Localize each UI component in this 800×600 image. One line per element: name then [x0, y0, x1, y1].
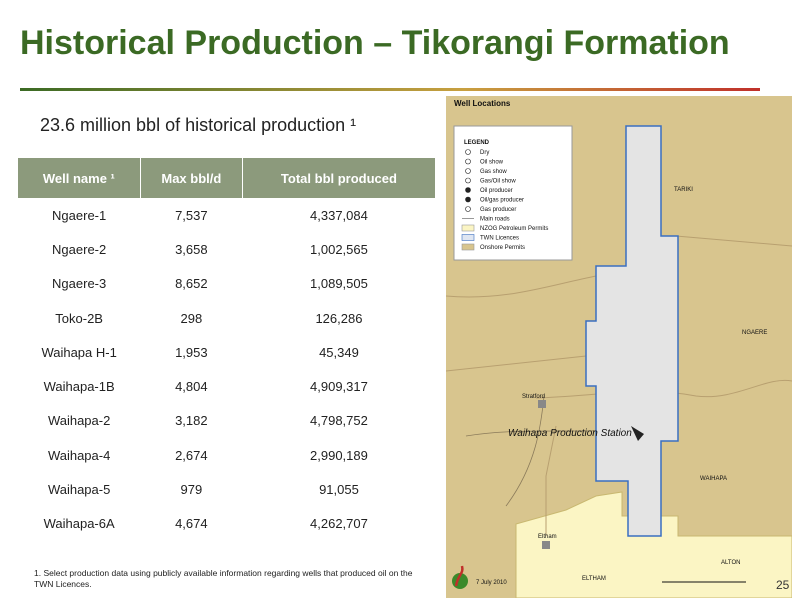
map-title: Well Locations	[454, 99, 511, 108]
legend-label: Dry	[480, 150, 489, 156]
production-table: Well name ¹ Max bbl/d Total bbl produced N…	[18, 158, 437, 541]
table-cell: Waihapa-1B	[43, 379, 115, 395]
map-date: 7 July 2010	[476, 580, 507, 586]
table-cell: 4,262,707	[310, 516, 368, 532]
table-cell: 1,002,565	[310, 241, 368, 257]
legend: Dry Oil show Gas show Gas/Oil show Oil produ…	[461, 149, 548, 251]
header-row: Well name ¹ Max bbl/d Total bbl produced	[18, 158, 437, 198]
legend-label: TWN Licences	[480, 236, 519, 242]
table-cell: Waihapa-2	[47, 413, 111, 429]
area-label: NGAERE	[742, 330, 767, 336]
table-cell: 3,658	[175, 241, 208, 257]
area-label: ELTHAM	[582, 576, 606, 582]
area-label: TARIKI	[674, 187, 693, 193]
legend-label: Oil/gas producer	[480, 198, 524, 204]
column-header: Total bbl produced	[242, 158, 437, 198]
table-row: Waihapa-5 979 91,055	[18, 472, 436, 506]
table-cell: 298	[180, 310, 203, 326]
subtitle: 23.6 million bbl of historical productio…	[40, 115, 357, 135]
legend-symbol	[465, 177, 471, 184]
table-cell: Toko-2B	[55, 310, 103, 326]
table-cell: 3,182	[175, 413, 208, 429]
roads	[446, 235, 792, 536]
twn-licence	[585, 125, 679, 537]
table-row: Waihapa-4 2,674 2,990,189	[18, 438, 436, 472]
legend-label: Gas producer	[480, 207, 516, 213]
legend-label: Gas show	[480, 169, 507, 175]
title-rule	[20, 88, 760, 91]
legend-symbol	[465, 158, 471, 165]
legend-symbol	[461, 224, 475, 232]
table-cell: Ngaere-2	[52, 241, 107, 257]
table-cell: 126,286	[315, 310, 363, 326]
column-header: Well name ¹	[18, 158, 141, 198]
legend-symbol	[461, 234, 475, 241]
table-cell: 4,674	[175, 516, 208, 532]
town-marker	[542, 541, 550, 549]
table-body: Ngaere-1 7,537 4,337,084 Ngaere-2 3,658 1,002…	[18, 198, 436, 541]
table-cell: 45,349	[319, 344, 359, 360]
table-cell: 4,909,317	[310, 379, 368, 395]
legend-symbol	[465, 168, 471, 174]
legend-label: Oil show	[480, 160, 504, 166]
table-cell: 2,674	[175, 447, 208, 463]
area-label: ALTON	[721, 560, 740, 566]
permit-area	[515, 491, 792, 598]
legend-title: LEGEND	[464, 140, 490, 146]
legend-symbol	[465, 187, 471, 193]
town-label: Eltham	[538, 534, 557, 540]
legend-label: Oil producer	[480, 188, 513, 194]
table-cell: 91,055	[319, 482, 359, 498]
legend-symbol	[465, 149, 471, 155]
legend-label: Gas/Oil show	[480, 179, 516, 185]
well-map: Well Locations LEGEND Dry Oil show Gas sho…	[446, 96, 792, 598]
table-row: Toko-2B 298 126,286	[18, 301, 436, 335]
legend-label: NZOG Petroleum Permits	[480, 226, 548, 232]
table-cell: 8,652	[175, 276, 208, 292]
table-cell: 4,804	[175, 379, 208, 395]
table-cell: 4,337,084	[310, 207, 368, 223]
table-cell: Ngaere-3	[52, 276, 107, 292]
table-cell: 4,798,752	[310, 413, 368, 429]
table-cell: 1,953	[175, 344, 208, 360]
town-label: Stratford	[522, 394, 545, 400]
table-row: Waihapa-1B 4,804 4,909,317	[18, 369, 436, 403]
logo	[454, 565, 464, 587]
column-header: Max bbl/d	[140, 158, 243, 198]
table-row: Waihapa-2 3,182 4,798,752	[18, 404, 436, 438]
legend-symbol	[465, 206, 471, 212]
table-cell: Waihapa-4	[47, 447, 111, 463]
table-row: Ngaere-2 3,658 1,002,565	[18, 232, 436, 266]
station-marker	[631, 426, 644, 441]
legend-label: Main roads	[480, 217, 510, 223]
table-cell: Waihapa-5	[47, 482, 111, 498]
legend-symbol	[465, 196, 471, 203]
legend-label: Onshore Permits	[480, 245, 525, 251]
legend-symbol	[461, 243, 475, 251]
page-number: 25	[776, 578, 790, 592]
footnote: 1. Select production data using publicly…	[34, 568, 413, 589]
table-cell: 979	[180, 482, 203, 498]
table-row: Ngaere-3 8,652 1,089,505	[18, 267, 436, 301]
slide-title: Historical Production – Tikorangi Format…	[20, 24, 730, 62]
table-cell: Waihapa-6A	[43, 516, 115, 532]
table-cell: 1,089,505	[310, 276, 368, 292]
table-cell: Ngaere-1	[52, 207, 107, 223]
table-cell: 2,990,189	[310, 447, 368, 463]
area-label: WAIHAPA	[700, 476, 727, 482]
table-cell: 7,537	[175, 207, 208, 223]
table-row: Waihapa-6A 4,674 4,262,707	[18, 507, 436, 541]
table-row: Waihapa H-1 1,953 45,349	[18, 335, 436, 369]
station-label: Waihapa Production Station	[508, 428, 632, 439]
town-marker	[538, 400, 546, 408]
table-row: Ngaere-1 7,537 4,337,084	[18, 198, 436, 232]
table-cell: Waihapa H-1	[41, 344, 117, 360]
